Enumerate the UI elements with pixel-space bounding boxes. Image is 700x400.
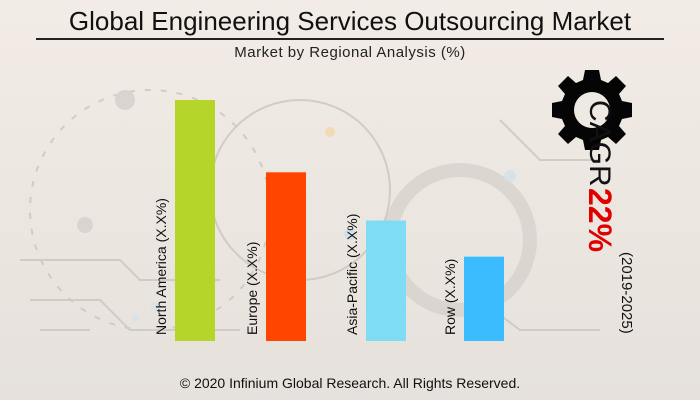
gear-icon	[552, 70, 632, 150]
title-underline	[36, 38, 664, 40]
bar-label-asia-pacific: Asia-Pacific (X.X%)	[344, 214, 360, 335]
bar-europe	[266, 172, 306, 341]
cagr-value: 22%	[582, 188, 618, 252]
page-title: Global Engineering Services Outsourcing …	[68, 6, 632, 36]
cagr-panel: CAGR 22% (2019-2025)	[552, 70, 635, 334]
cagr-period: (2019-2025)	[618, 252, 635, 334]
bar-label-row: Row (X.X%)	[442, 259, 458, 335]
copyright-footer: © 2020 Infinium Global Research. All Rig…	[179, 375, 521, 391]
bar-row	[464, 256, 504, 341]
cagr-label: CAGR	[583, 100, 616, 187]
bar-label-europe: Europe (X.X%)	[244, 242, 260, 335]
bar-north-america	[175, 100, 215, 341]
chart-subtitle: Market by Regional Analysis (%)	[234, 44, 466, 61]
bar-asia-pacific	[366, 220, 406, 341]
bar-label-north-america: North America (X.X%)	[153, 198, 169, 335]
